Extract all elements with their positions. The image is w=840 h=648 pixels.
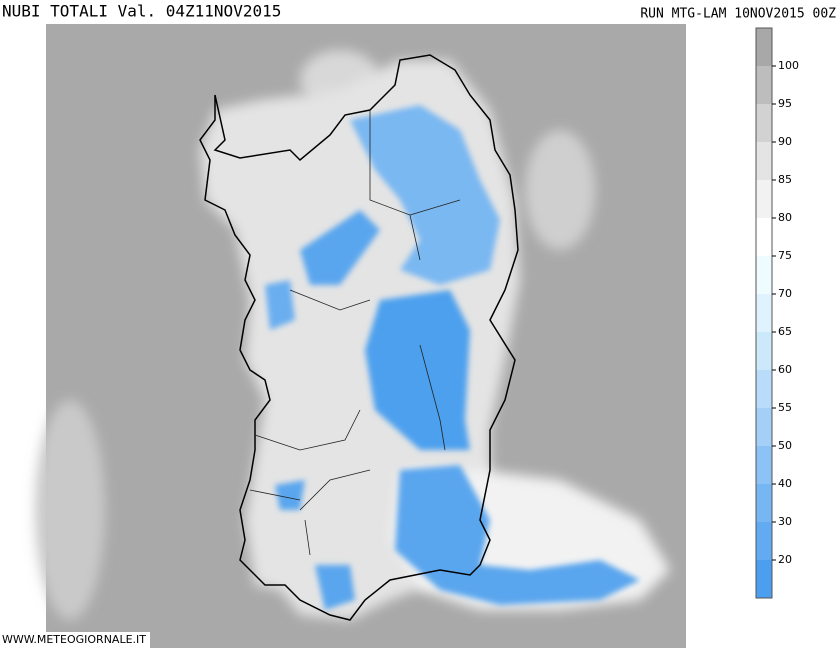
colorbar-segment [756,332,772,370]
colorbar-segment [756,256,772,294]
colorbar-segment [756,218,772,256]
credit-box [0,632,150,648]
map-title: NUBI TOTALI Val. 04Z11NOV2015 [2,2,281,21]
coastline [199,54,519,621]
colorbar-segment [756,484,772,522]
colorbar-label: 40 [778,477,792,490]
colorbar-segment [756,28,772,66]
colorbar-label: 85 [778,173,792,186]
colorbar-label: 90 [778,135,792,148]
colorbar-label: 20 [778,553,792,566]
colorbar-label: 30 [778,515,792,528]
colorbar-segment [756,370,772,408]
colorbar-segment [756,180,772,218]
colorbar-label: 55 [778,401,792,414]
colorbar-label: 70 [778,287,792,300]
colorbar-segment [756,446,772,484]
colorbar-segment [756,560,772,598]
colorbar-label: 95 [778,97,792,110]
run-info: RUN MTG-LAM 10NOV2015 00Z [640,7,836,22]
colorbar-segment [756,408,772,446]
colorbar-frame [755,27,773,599]
cloud-cover-blue [265,105,640,610]
colorbar-segment [756,142,772,180]
colorbar-segment [756,294,772,332]
colorbar-label: 65 [778,325,792,338]
colorbar-label: 75 [778,249,792,262]
colorbar-segment [756,66,772,104]
colorbar-segment [756,522,772,560]
colorbar-segment [756,104,772,142]
credit: WWW.METEOGIORNALE.IT [2,633,146,646]
province-borders [249,110,461,556]
colorbar-label: 60 [778,363,792,376]
colorbar-label: 100 [778,59,799,72]
colorbar: 100 95 90 85 80 75 70 65 60 55 50 40 30 20 [755,27,799,599]
colorbar-label: 50 [778,439,792,452]
colorbar-label: 80 [778,211,792,224]
